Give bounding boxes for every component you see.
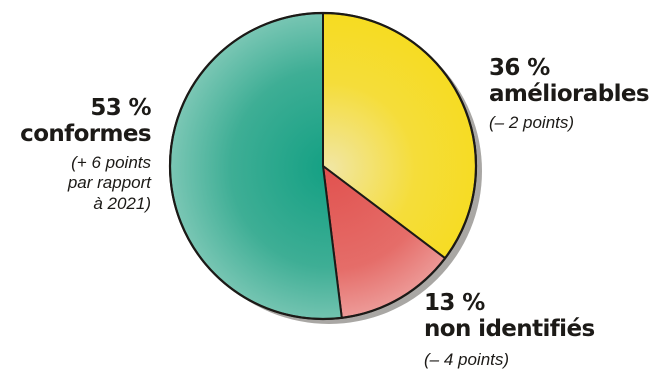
conformes-note-line: (+ 6 points <box>71 152 151 172</box>
conformes-percent: 53 % <box>90 95 151 121</box>
ameliorables-note: (– 2 points) <box>489 113 649 134</box>
ameliorables-note-line: (– 2 points) <box>489 112 575 132</box>
label-non-identifies: 13 % non identifiés (– 4 points) <box>424 290 595 371</box>
pie-slices <box>169 12 477 320</box>
conformes-category: conformes <box>20 120 151 147</box>
conformes-note-line: à 2021) <box>93 193 151 213</box>
conformes-note-line: par rapport <box>67 173 151 193</box>
ameliorables-category: améliorables <box>489 80 650 107</box>
conformes-note: (+ 6 points par rapport à 2021) <box>20 153 151 215</box>
ameliorables-percent: 36 % <box>489 55 550 81</box>
pie-slice-conformes <box>169 12 343 320</box>
non-identifies-category: non identifiés <box>424 315 595 342</box>
non-identifies-percent: 13 % <box>424 290 485 316</box>
non-identifies-note-line: (– 4 points) <box>424 349 510 369</box>
non-identifies-note: (– 4 points) <box>424 350 595 371</box>
pie-outline <box>168 11 478 321</box>
label-ameliorables: 36 % améliorables (– 2 points) <box>489 55 650 134</box>
label-conformes: 53 % conformes (+ 6 points par rapport à… <box>20 95 151 215</box>
